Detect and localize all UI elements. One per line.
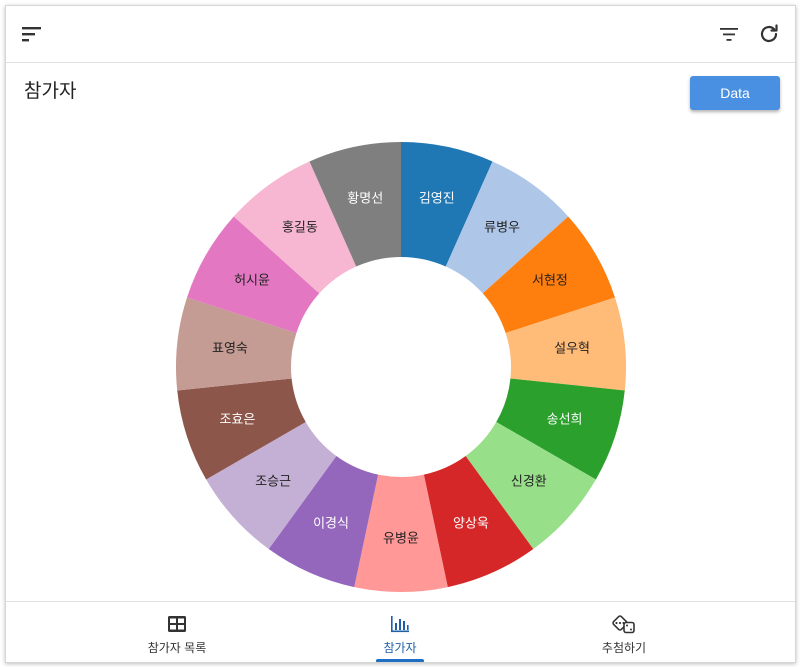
slice-label: 양상욱 xyxy=(453,517,489,532)
slice-label: 조효은 xyxy=(219,413,255,428)
active-tab-indicator xyxy=(376,659,424,662)
nav-participants[interactable]: 참가자 xyxy=(320,602,480,662)
donut-slice[interactable] xyxy=(177,378,306,480)
bottom-navigation: 참가자 목록 참가자 xyxy=(6,601,795,662)
nav-draw[interactable]: 추첨하기 xyxy=(544,602,704,662)
slice-label: 유병윤 xyxy=(383,532,419,547)
donut-slice[interactable] xyxy=(233,161,357,294)
data-button[interactable]: Data xyxy=(690,76,780,110)
slice-label: 조승근 xyxy=(255,475,291,490)
donut-slice[interactable] xyxy=(176,297,297,391)
slice-label: 표영숙 xyxy=(212,342,248,357)
donut-slice[interactable] xyxy=(309,142,401,267)
slice-label: 신경환 xyxy=(511,475,547,490)
sort-icon[interactable] xyxy=(16,18,48,50)
donut-slice[interactable] xyxy=(354,474,448,592)
slice-label: 허시윤 xyxy=(234,274,270,289)
donut-slice[interactable] xyxy=(401,142,493,267)
bar-chart-icon xyxy=(390,614,410,634)
donut-slice[interactable] xyxy=(268,455,379,588)
donut-slice[interactable] xyxy=(187,216,320,334)
donut-slice[interactable] xyxy=(423,455,534,588)
slice-label: 송선희 xyxy=(547,413,583,428)
filter-icon[interactable] xyxy=(713,18,745,50)
donut-slice[interactable] xyxy=(465,422,596,550)
slice-label: 홍길동 xyxy=(282,220,318,235)
dice-icon xyxy=(612,614,636,634)
slice-label: 김영진 xyxy=(419,191,455,206)
slice-label: 서현정 xyxy=(532,274,568,289)
slice-label: 황명선 xyxy=(347,191,383,206)
donut-slice[interactable] xyxy=(496,378,625,480)
donut-slice[interactable] xyxy=(482,216,615,334)
nav-participant-list[interactable]: 참가자 목록 xyxy=(97,602,257,662)
donut-slice[interactable] xyxy=(445,161,569,294)
nav-label: 참가자 xyxy=(383,641,417,655)
slice-label: 이경식 xyxy=(313,517,349,532)
top-app-bar xyxy=(6,6,795,63)
slice-label: 설우혁 xyxy=(554,342,590,357)
table-icon xyxy=(167,614,187,634)
donut-slice[interactable] xyxy=(505,297,626,391)
page-title: 참가자 xyxy=(24,81,77,102)
refresh-icon[interactable] xyxy=(753,18,785,50)
donut-slice[interactable] xyxy=(206,422,337,550)
slice-label: 류병우 xyxy=(484,220,520,235)
nav-label: 참가자 목록 xyxy=(147,641,207,655)
nav-label: 추첨하기 xyxy=(601,641,647,655)
